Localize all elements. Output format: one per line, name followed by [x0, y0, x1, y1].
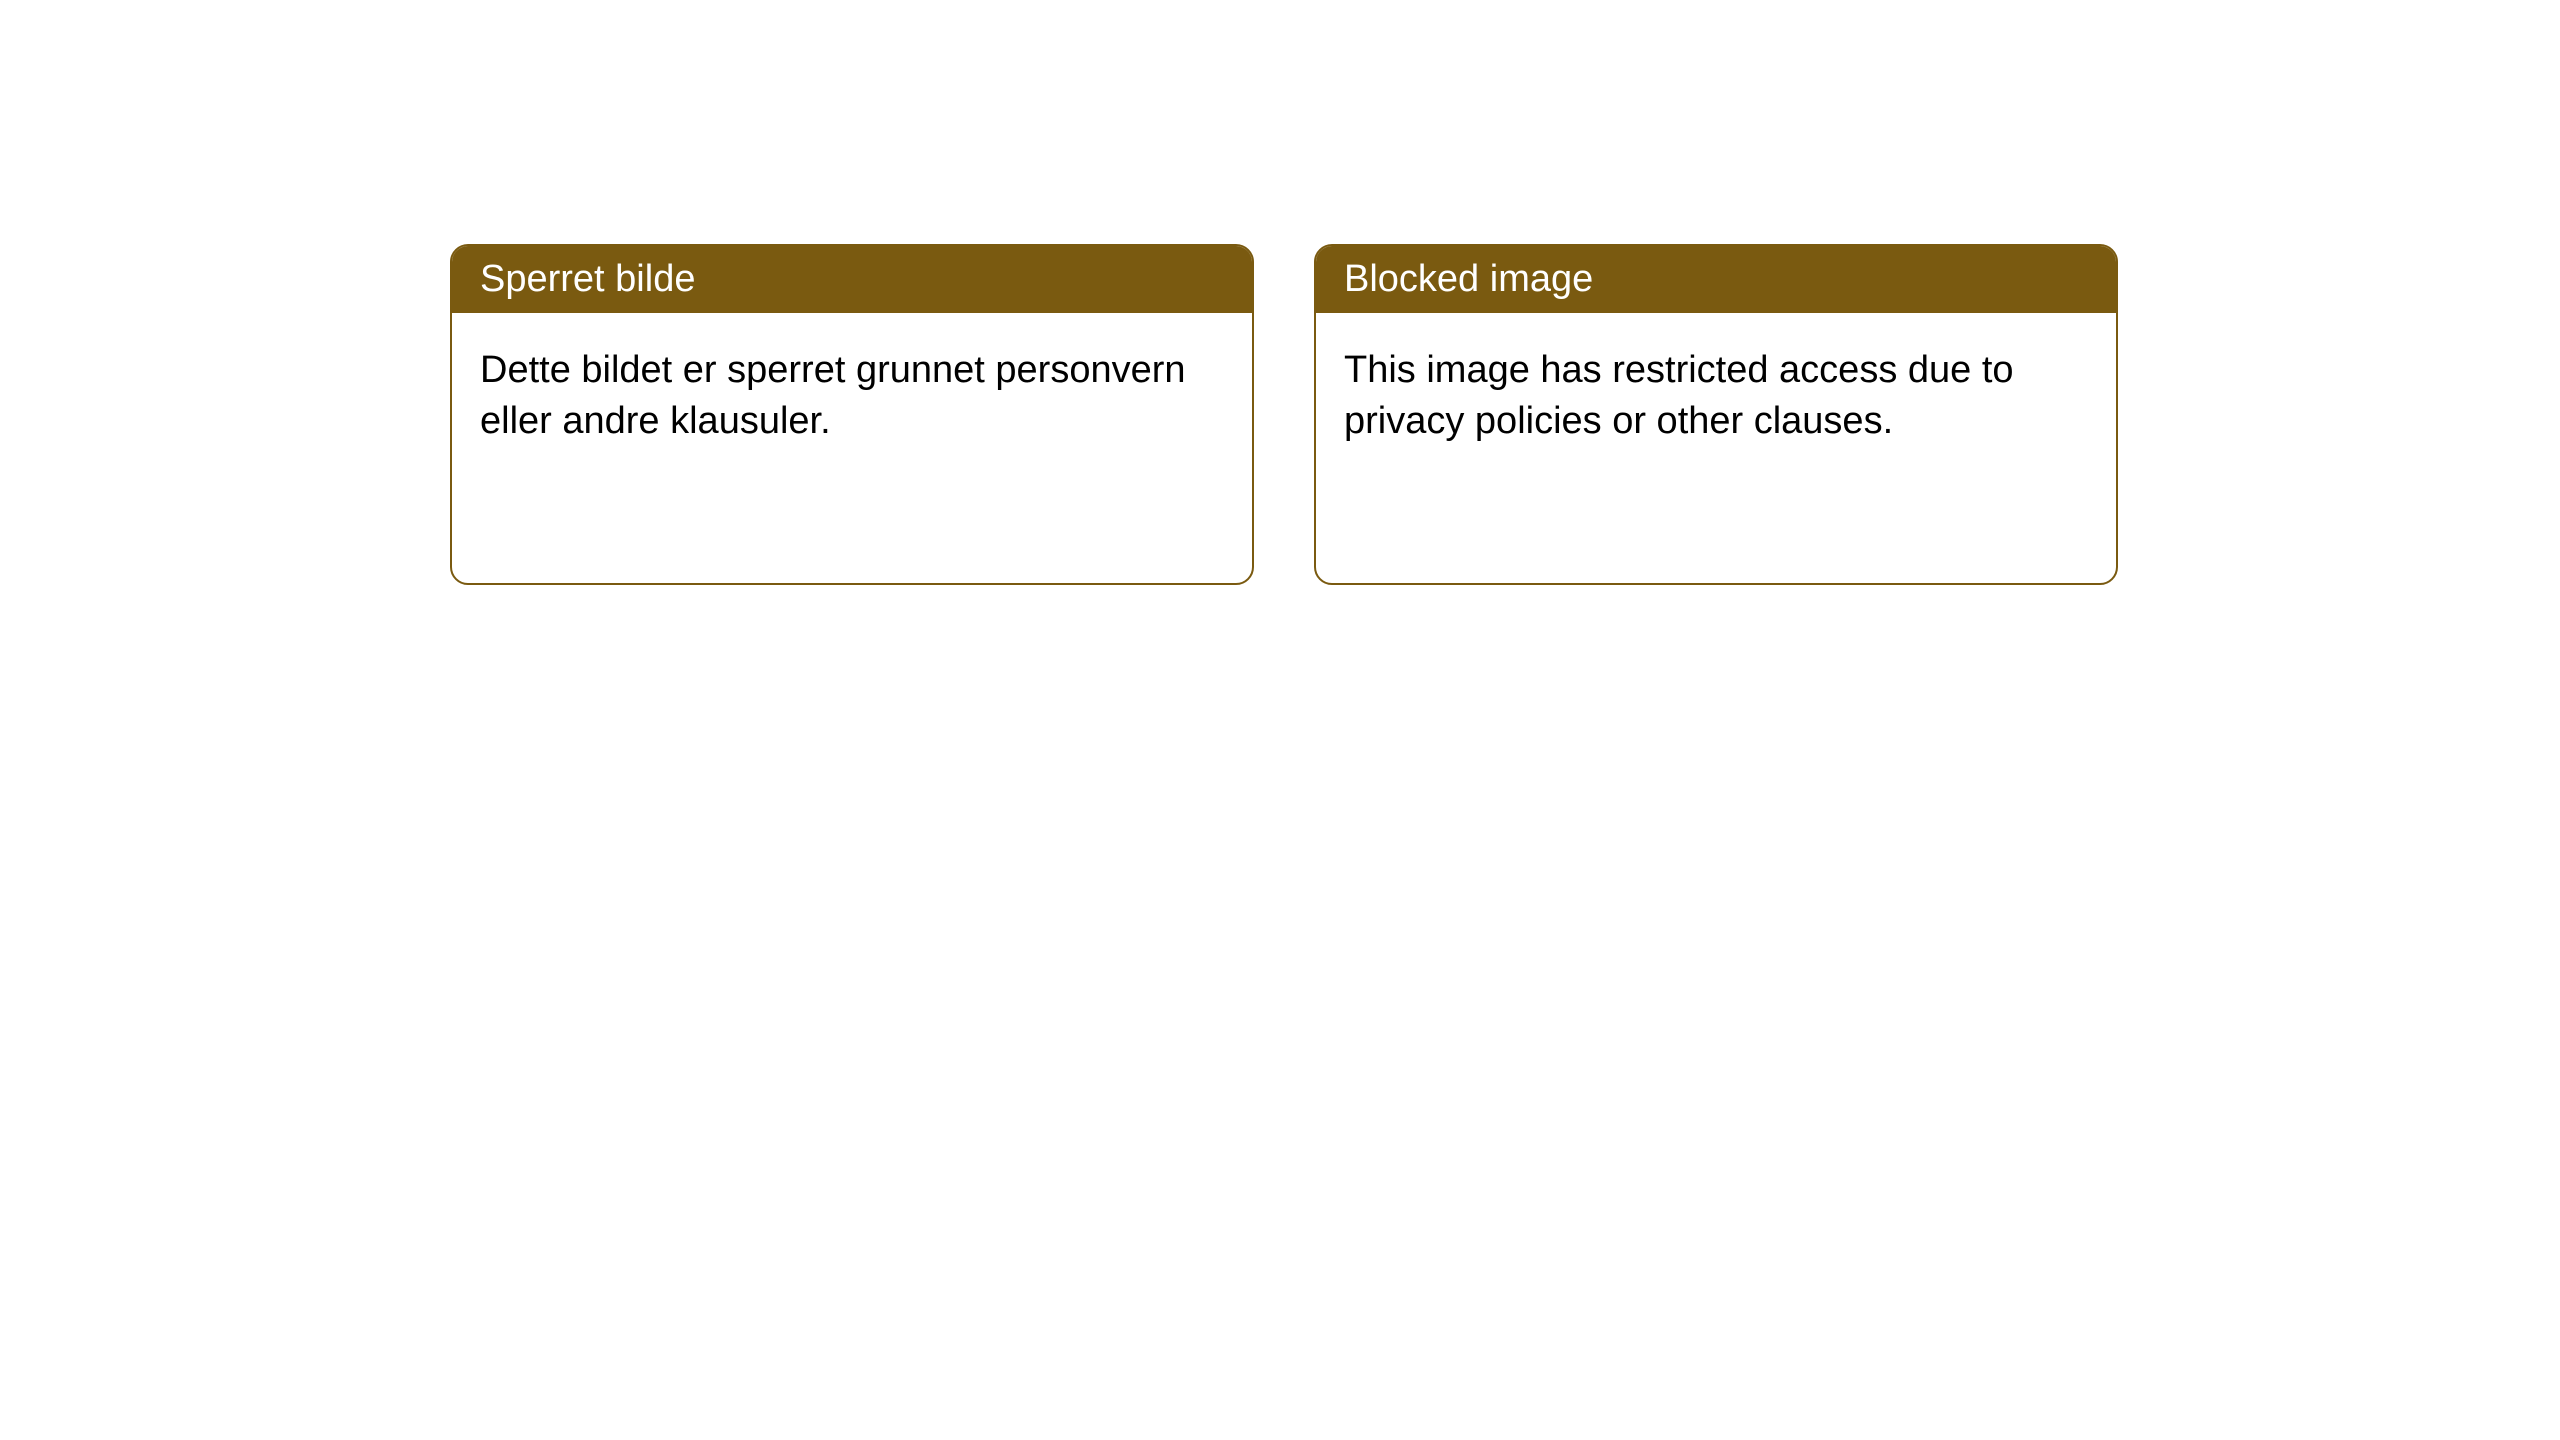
card-header: Sperret bilde	[452, 246, 1252, 313]
card-title: Sperret bilde	[480, 258, 695, 300]
card-body-text: This image has restricted access due to …	[1344, 349, 2014, 442]
notice-card-english: Blocked image This image has restricted …	[1314, 244, 2118, 585]
card-header: Blocked image	[1316, 246, 2116, 313]
card-body: This image has restricted access due to …	[1316, 313, 2116, 583]
notice-card-norwegian: Sperret bilde Dette bildet er sperret gr…	[450, 244, 1254, 585]
notice-cards-container: Sperret bilde Dette bildet er sperret gr…	[450, 244, 2118, 585]
card-body-text: Dette bildet er sperret grunnet personve…	[480, 349, 1186, 442]
card-title: Blocked image	[1344, 258, 1593, 300]
card-body: Dette bildet er sperret grunnet personve…	[452, 313, 1252, 583]
